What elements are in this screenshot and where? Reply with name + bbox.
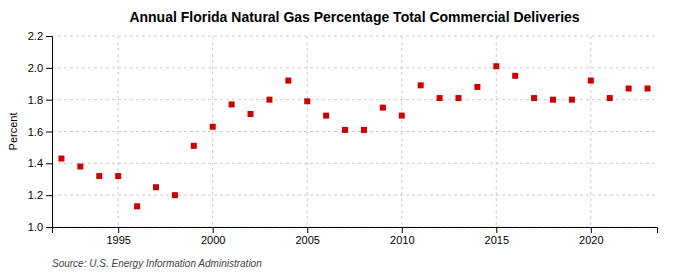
y-tick: 2.2 bbox=[28, 30, 52, 42]
point bbox=[342, 127, 348, 133]
x-tick: 2005 bbox=[295, 227, 319, 246]
y-axis-line bbox=[46, 37, 53, 228]
y-tick-mark bbox=[46, 68, 52, 69]
y-tick: 1.8 bbox=[28, 94, 52, 106]
x-tick: 2020 bbox=[579, 227, 603, 246]
point bbox=[323, 113, 329, 119]
x-axis-line bbox=[53, 228, 658, 234]
point bbox=[607, 95, 613, 101]
x-tick-mark bbox=[496, 227, 497, 233]
x-tick-label: 2020 bbox=[579, 234, 603, 246]
grid-line bbox=[52, 163, 657, 164]
point bbox=[626, 86, 632, 92]
point bbox=[645, 86, 651, 92]
title: Annual Florida Natural Gas Percentage To… bbox=[129, 9, 579, 25]
x-tick: 2015 bbox=[485, 227, 509, 246]
x-tick-mark bbox=[402, 227, 403, 233]
point bbox=[266, 97, 272, 103]
point bbox=[285, 78, 291, 84]
point bbox=[361, 127, 367, 133]
point bbox=[210, 124, 216, 130]
grid-line bbox=[52, 67, 657, 68]
y-tick-label: 1.2 bbox=[28, 189, 43, 201]
y-tick-mark bbox=[46, 227, 52, 228]
grid-line bbox=[52, 131, 657, 132]
grid bbox=[52, 36, 657, 227]
y-tick: 1.2 bbox=[28, 189, 52, 201]
y-tick-mark bbox=[46, 100, 52, 101]
y-tick-label: 1.0 bbox=[28, 221, 43, 233]
y-tick-label: 2.2 bbox=[28, 30, 43, 42]
point bbox=[399, 113, 405, 119]
x-tick-mark bbox=[591, 227, 592, 233]
point bbox=[77, 164, 83, 170]
x-tick-label: 2010 bbox=[390, 234, 414, 246]
y-tick-mark bbox=[46, 163, 52, 164]
y-tick: 1.4 bbox=[28, 157, 52, 169]
y-tick: 1.0 bbox=[28, 221, 52, 233]
y-tick-label: 1.4 bbox=[28, 157, 43, 169]
y-tick-mark bbox=[46, 132, 52, 133]
points bbox=[58, 63, 650, 209]
x-tick-label: 2015 bbox=[485, 234, 509, 246]
point bbox=[474, 84, 480, 90]
x-tick: 1995 bbox=[106, 227, 130, 246]
y-tick-mark bbox=[46, 195, 52, 196]
point bbox=[380, 105, 386, 111]
y-tick-label: 2.0 bbox=[28, 62, 43, 74]
y-axis: 1.0 1.2 1.4 1.6 1.8 2.0 2.2 bbox=[28, 30, 53, 233]
point bbox=[248, 111, 254, 117]
y-tick-mark bbox=[46, 36, 52, 37]
grid-line bbox=[590, 36, 591, 227]
x-tick-mark bbox=[118, 227, 119, 233]
point bbox=[58, 156, 64, 162]
x-tick: 2010 bbox=[390, 227, 414, 246]
plot-area: 1995 2000 2005 2010 2015 2020 1.0 1.2 1.4 1.6 1.8 2… bbox=[28, 30, 658, 246]
grid-line bbox=[52, 195, 657, 196]
source-note: Source: U.S. Energy Information Administ… bbox=[52, 258, 262, 269]
point bbox=[134, 203, 140, 209]
grid-line bbox=[212, 36, 213, 227]
point bbox=[455, 95, 461, 101]
point bbox=[512, 73, 518, 79]
point bbox=[115, 173, 121, 179]
x-tick: 2000 bbox=[201, 227, 225, 246]
y-tick-label: 1.6 bbox=[28, 126, 43, 138]
y-axis-title: Percent bbox=[7, 113, 19, 151]
point bbox=[531, 95, 537, 101]
y-tick: 1.6 bbox=[28, 126, 52, 138]
point bbox=[493, 63, 499, 69]
chart: 1995 2000 2005 2010 2015 2020 1.0 1.2 1.4 1.6 1.8 2… bbox=[0, 0, 675, 275]
grid-line bbox=[52, 99, 657, 100]
point bbox=[229, 101, 235, 107]
x-tick-mark bbox=[307, 227, 308, 233]
grid-line bbox=[52, 36, 657, 37]
point bbox=[569, 97, 575, 103]
point bbox=[588, 78, 594, 84]
y-tick: 2.0 bbox=[28, 62, 52, 74]
x-tick-label: 2005 bbox=[295, 234, 319, 246]
point bbox=[96, 173, 102, 179]
point bbox=[304, 98, 310, 104]
x-tick-label: 1995 bbox=[106, 234, 130, 246]
point bbox=[418, 82, 424, 88]
y-tick-label: 1.8 bbox=[28, 94, 43, 106]
point bbox=[172, 192, 178, 198]
x-tick-mark bbox=[213, 227, 214, 233]
point bbox=[550, 97, 556, 103]
x-axis: 1995 2000 2005 2010 2015 2020 bbox=[53, 227, 658, 246]
x-tick-label: 2000 bbox=[201, 234, 225, 246]
point bbox=[153, 184, 159, 190]
point bbox=[437, 95, 443, 101]
point bbox=[191, 143, 197, 149]
